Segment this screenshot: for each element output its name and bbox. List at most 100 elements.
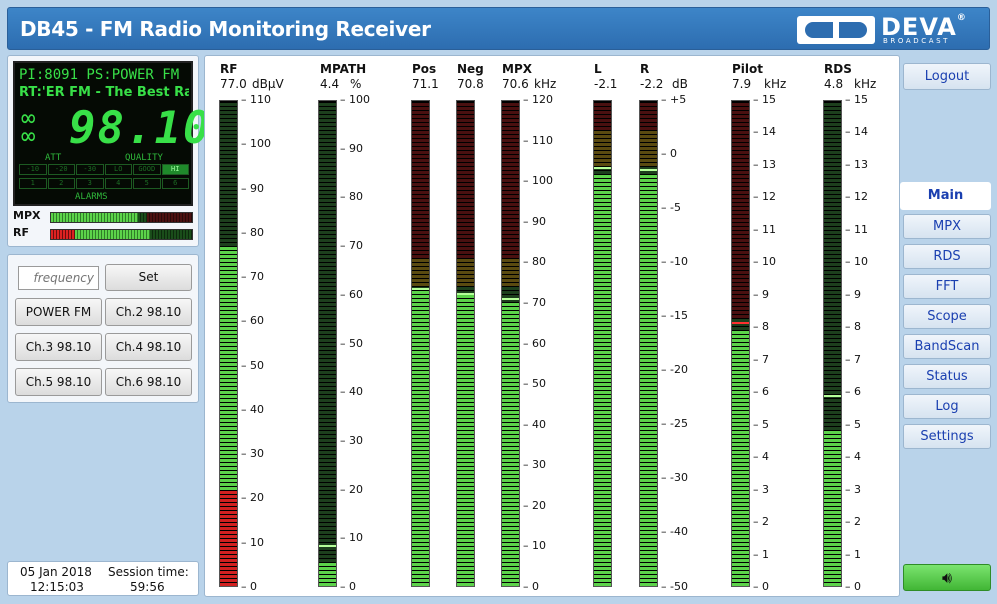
meter-mpath-segment [319, 579, 336, 582]
meter-neg-segment [457, 535, 474, 538]
meter-l-segment [594, 575, 611, 578]
meter-mpx-segment [502, 351, 519, 354]
status-time: 12:15:03 [30, 580, 84, 594]
meter-neg-segment [457, 519, 474, 522]
mpath-scale-tick: – 40 [340, 385, 363, 399]
meter-pilot-segment [732, 223, 749, 226]
meter-neg-segment [457, 111, 474, 114]
meter-pilot-segment [732, 155, 749, 158]
preset-5-button[interactable]: Ch.5 98.10 [15, 368, 102, 396]
meter-rf-segment [220, 431, 237, 434]
meter-pos-segment [412, 303, 429, 306]
r-scale-tick: – -15 [661, 309, 688, 323]
meter-l-segment [594, 527, 611, 530]
meter-r-segment [640, 103, 657, 106]
meter-mpx-segment [502, 315, 519, 318]
meter-mpath-segment [319, 571, 336, 574]
meter-r-segment [640, 355, 657, 358]
mpx-scale-tick: – 90 [523, 214, 546, 228]
meter-pilot-segment [732, 171, 749, 174]
logout-button[interactable]: Logout [903, 63, 991, 90]
meter-r-segment [640, 219, 657, 222]
preset-6-button[interactable]: Ch.6 98.10 [105, 368, 192, 396]
meter-neg-segment [457, 419, 474, 422]
tab-rds[interactable]: RDS [903, 244, 991, 269]
meter-pilot-segment [732, 455, 749, 458]
meter-pilot-segment [732, 379, 749, 382]
frequency-input[interactable] [18, 266, 99, 290]
meter-pos-segment [412, 279, 429, 282]
meter-mpath-segment [319, 215, 336, 218]
mpx-scale-tick: – 100 [523, 174, 553, 188]
rf-scale-tick: – 110 [241, 93, 271, 106]
meter-mpx-segment [502, 451, 519, 454]
meter-rf-segment [220, 179, 237, 182]
meter-pilot-segment [732, 199, 749, 202]
meter-rds-segment [824, 199, 841, 202]
meter-rf-segment [220, 255, 237, 258]
meter-l-segment [594, 291, 611, 294]
rds-scale-tick: – 8 [845, 320, 861, 334]
meter-rf-segment [220, 303, 237, 306]
meter-mpath-segment [319, 155, 336, 158]
tab-settings[interactable]: Settings [903, 424, 991, 449]
meter-neg-segment [457, 127, 474, 130]
meter-rds-segment [824, 219, 841, 222]
meter-neg-segment [457, 319, 474, 322]
meter-r-segment [640, 119, 657, 122]
meter-mpath-segment [319, 207, 336, 210]
meter-mpath-segment [319, 223, 336, 226]
meter-neg-segment [457, 491, 474, 494]
set-button[interactable]: Set [105, 264, 192, 291]
rds-meter-bar [823, 100, 842, 587]
meter-pos-segment [412, 423, 429, 426]
meter-rf-segment [220, 539, 237, 542]
l-meter-bar [593, 100, 612, 587]
meter-rds-segment [824, 579, 841, 582]
meter-r-segment [640, 367, 657, 370]
meter-mpath-segment [319, 127, 336, 130]
meter-r-segment [640, 311, 657, 314]
meter-neg-segment [457, 271, 474, 274]
meter-pos-segment [412, 543, 429, 546]
meter-mpath-segment [319, 103, 336, 106]
preset-2-button[interactable]: Ch.2 98.10 [105, 298, 192, 326]
tab-main[interactable]: Main [900, 182, 991, 210]
meter-pilot-segment [732, 115, 749, 118]
meter-mpx-segment [502, 523, 519, 526]
preset-3-button[interactable]: Ch.3 98.10 [15, 333, 102, 361]
lcd-quality-label: QUALITY [125, 153, 163, 163]
meter-pilot-segment [732, 243, 749, 246]
meter-pos-segment [412, 199, 429, 202]
tab-fft[interactable]: FFT [903, 274, 991, 299]
meter-rds-segment [824, 399, 841, 402]
meter-mpath-segment [319, 487, 336, 490]
tab-log[interactable]: Log [903, 394, 991, 419]
lcd-radiotext: RT:'ER FM - The Best Ra [19, 85, 189, 100]
meter-r-segment [640, 139, 657, 142]
meter-neg-segment [457, 395, 474, 398]
meter-r-segment [640, 539, 657, 542]
tab-mpx[interactable]: MPX [903, 214, 991, 239]
meter-r-segment [640, 343, 657, 346]
meter-pilot-segment [732, 399, 749, 402]
meter-mpath-segment [319, 555, 336, 558]
preset-4-button[interactable]: Ch.4 98.10 [105, 333, 192, 361]
meter-r-segment [640, 159, 657, 162]
meter-rf-segment [220, 415, 237, 418]
pilot-scale-tick: – 6 [753, 385, 769, 399]
meter-pilot-segment [732, 375, 749, 378]
sound-button[interactable]: 🔊︎ [903, 564, 991, 591]
meter-pos-segment [412, 251, 429, 254]
meter-rf-segment [220, 279, 237, 282]
meter-mpx-segment [502, 551, 519, 554]
tab-bandscan[interactable]: BandScan [903, 334, 991, 359]
meter-l-segment [594, 547, 611, 550]
preset-1-button[interactable]: POWER FM [15, 298, 102, 326]
meter-mpx-segment [502, 423, 519, 426]
tab-scope[interactable]: Scope [903, 304, 991, 329]
meter-pilot-segment [732, 339, 749, 342]
meter-r-segment [640, 531, 657, 534]
meter-rds-segment [824, 467, 841, 470]
tab-status[interactable]: Status [903, 364, 991, 389]
